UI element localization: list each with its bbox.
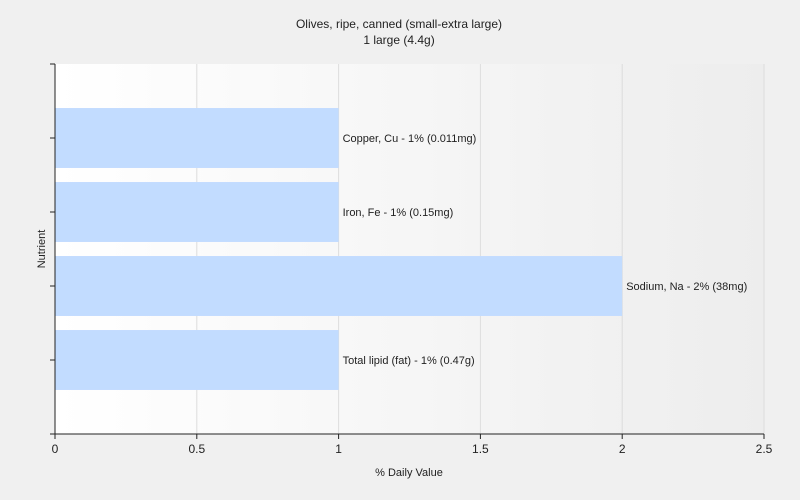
bar [55, 182, 339, 242]
x-tick-label: 1.5 [472, 442, 489, 456]
chart-title: Olives, ripe, canned (small-extra large) [296, 17, 502, 31]
bar [55, 330, 339, 390]
bars [55, 108, 623, 390]
x-tick-label: 1 [335, 442, 342, 456]
chart-subtitle: 1 large (4.4g) [363, 33, 434, 47]
bar [55, 108, 339, 168]
x-tick-label: 0.5 [188, 442, 205, 456]
x-tick-label: 2.5 [756, 442, 773, 456]
bar-data-label: Total lipid (fat) - 1% (0.47g) [343, 355, 475, 367]
bar [55, 256, 623, 316]
x-tick-label: 0 [52, 442, 59, 456]
x-tick-label: 2 [619, 442, 626, 456]
bar-data-label: Iron, Fe - 1% (0.15mg) [343, 207, 454, 219]
bar-data-label: Copper, Cu - 1% (0.011mg) [343, 133, 477, 145]
x-axis-label: % Daily Value [375, 467, 443, 479]
bar-data-label: Sodium, Na - 2% (38mg) [626, 281, 747, 293]
x-ticks: 0 0.5 1 1.5 2 2.5 [52, 434, 773, 456]
y-axis-label: Nutrient [36, 230, 48, 269]
bar-labels: Copper, Cu - 1% (0.011mg) Iron, Fe - 1% (… [343, 133, 748, 367]
y-ticks [50, 63, 55, 435]
